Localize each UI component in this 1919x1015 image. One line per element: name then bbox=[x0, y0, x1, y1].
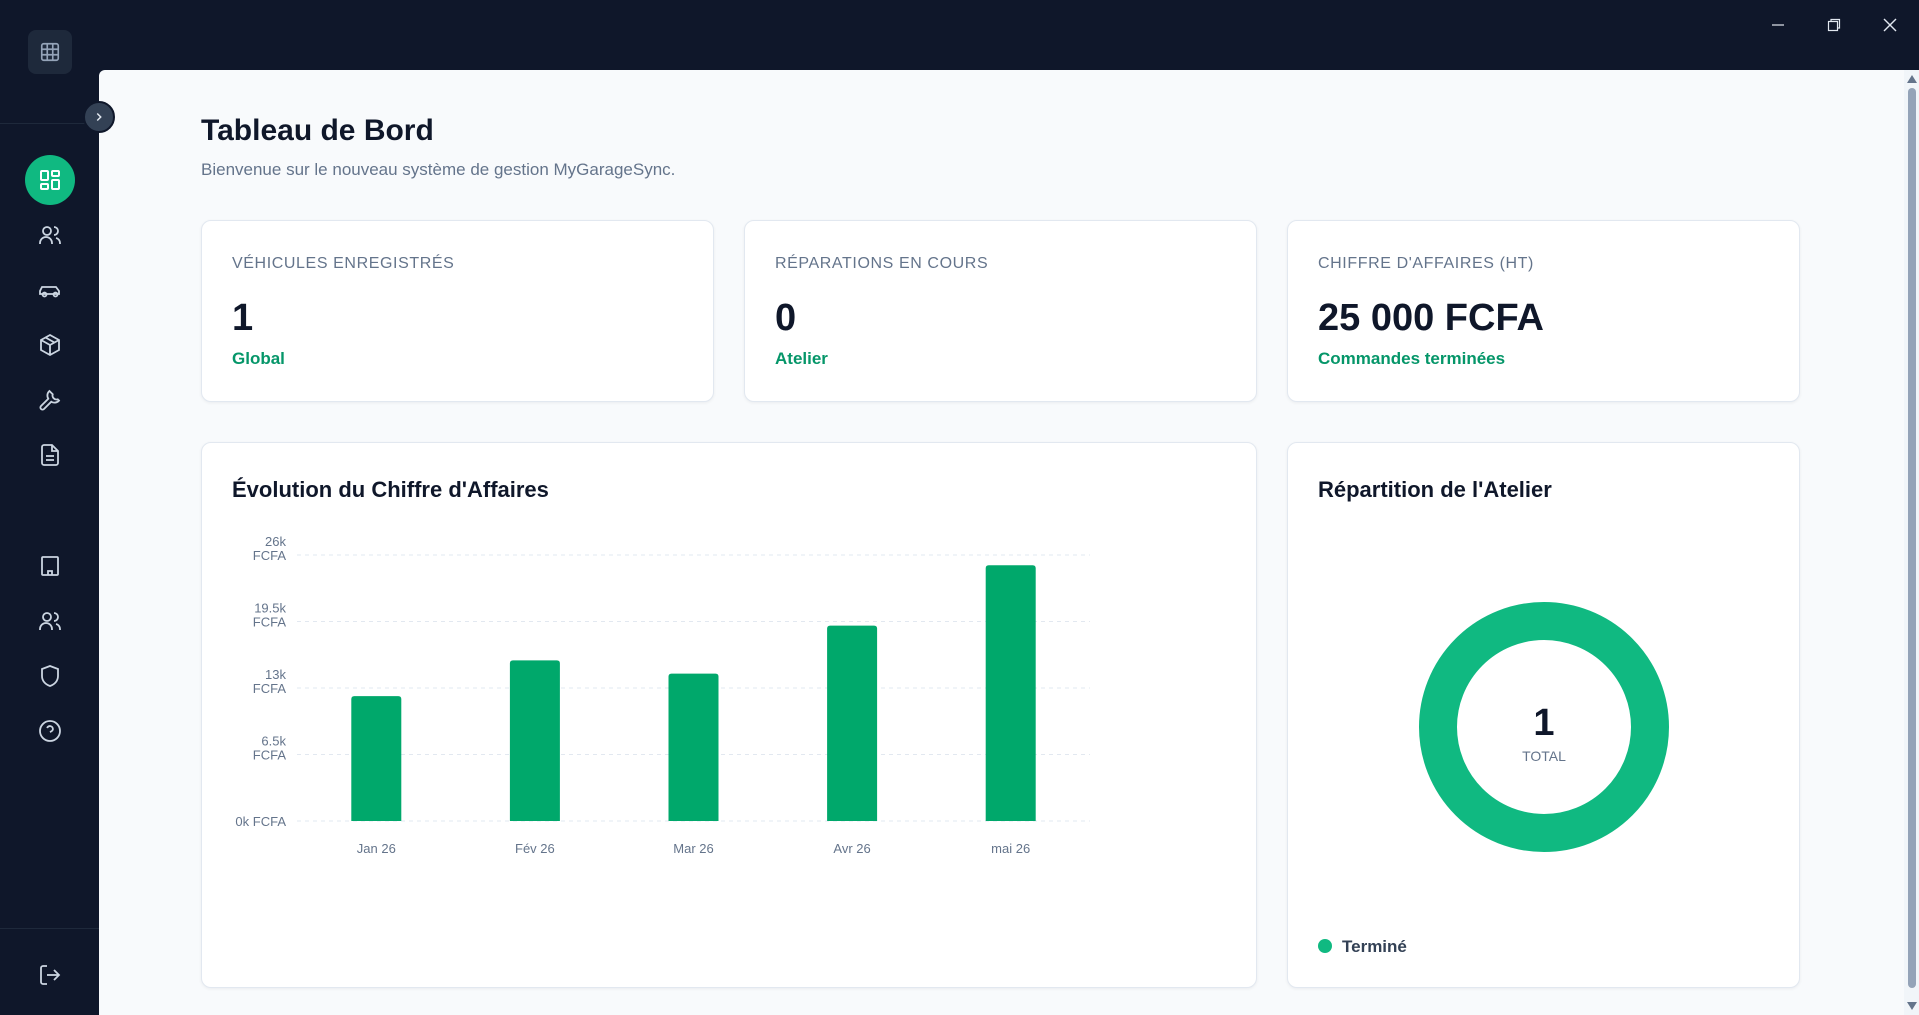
sidebar-item-help[interactable] bbox=[25, 706, 75, 756]
logout-button[interactable] bbox=[25, 950, 75, 1000]
page-title: Tableau de Bord bbox=[201, 114, 434, 147]
help-icon bbox=[39, 720, 61, 742]
stat-value: 25 000 FCFA bbox=[1318, 297, 1544, 339]
sidebar-item-dashboard[interactable] bbox=[25, 155, 75, 205]
y-tick-label: 13k FCFA bbox=[253, 667, 287, 696]
revenue-bar[interactable] bbox=[985, 565, 1036, 821]
users-icon bbox=[39, 226, 61, 244]
package-icon bbox=[40, 333, 60, 357]
restore-icon bbox=[1827, 18, 1841, 32]
x-tick-label: Fév 26 bbox=[515, 841, 555, 856]
stat-label: RÉPARATIONS EN COURS bbox=[775, 255, 989, 272]
sidebar-item-inventory[interactable] bbox=[25, 320, 75, 370]
y-tick-label: 6.5k FCFA bbox=[253, 734, 287, 763]
triangle-up-icon bbox=[1906, 75, 1917, 83]
sidebar-item-repairs[interactable] bbox=[25, 375, 75, 425]
stat-card-revenue[interactable]: CHIFFRE D'AFFAIRES (HT) 25 000 FCFA Comm… bbox=[1287, 220, 1800, 402]
revenue-bar-chart: 0k FCFA 6.5k FCFA 13k FCFA 19.5k FCFA 26k FCFA Ja… bbox=[235, 534, 1090, 856]
minimize-button[interactable] bbox=[1753, 10, 1803, 40]
stat-label: CHIFFRE D'AFFAIRES (HT) bbox=[1318, 255, 1534, 272]
y-tick-label: 26k FCFA bbox=[253, 534, 287, 563]
sidebar-item-security[interactable] bbox=[25, 651, 75, 701]
stat-caption: Global bbox=[232, 349, 285, 368]
shield-icon bbox=[41, 665, 59, 687]
sidebar-item-company[interactable] bbox=[25, 541, 75, 591]
scroll-down-arrow[interactable] bbox=[1904, 999, 1919, 1013]
legend-label[interactable]: Terminé bbox=[1342, 937, 1407, 956]
stat-card-vehicles[interactable]: VÉHICULES ENREGISTRÉS 1 Global bbox=[201, 220, 714, 402]
sidebar-item-staff[interactable] bbox=[25, 596, 75, 646]
logout-icon bbox=[40, 965, 61, 985]
team-icon bbox=[39, 612, 61, 630]
wrench-icon bbox=[39, 389, 61, 411]
restore-button[interactable] bbox=[1809, 10, 1859, 40]
x-tick-label: mai 26 bbox=[991, 841, 1030, 856]
x-tick-label: Jan 26 bbox=[357, 841, 396, 856]
donut-ring[interactable] bbox=[1419, 602, 1669, 852]
y-tick-label: 19.5k FCFA bbox=[253, 601, 287, 630]
grid-icon bbox=[40, 42, 60, 62]
donut-center-label: TOTAL bbox=[1522, 748, 1566, 764]
stat-value: 1 bbox=[232, 297, 254, 339]
close-button[interactable] bbox=[1865, 10, 1915, 40]
donut-center-value: 1 bbox=[1533, 702, 1554, 744]
chart-title: Répartition de l'Atelier bbox=[1318, 477, 1552, 502]
legend-dot bbox=[1318, 939, 1332, 953]
app-logo[interactable] bbox=[28, 30, 72, 74]
window-titlebar bbox=[99, 0, 1919, 70]
minimize-icon bbox=[1772, 24, 1784, 26]
y-tick-label: 0k FCFA bbox=[235, 814, 286, 829]
stat-caption: Atelier bbox=[775, 349, 828, 368]
sidebar-item-invoices[interactable] bbox=[25, 430, 75, 480]
revenue-bar[interactable] bbox=[668, 673, 719, 821]
sidebar-item-clients[interactable] bbox=[25, 210, 75, 260]
stat-label: VÉHICULES ENREGISTRÉS bbox=[232, 255, 455, 272]
triangle-down-icon bbox=[1906, 1002, 1917, 1010]
chevron-right-icon bbox=[96, 112, 102, 122]
revenue-chart-card: Évolution du Chiffre d'Affaires 0k FCFA 6… bbox=[201, 442, 1257, 988]
revenue-bar[interactable] bbox=[351, 696, 402, 821]
x-tick-label: Avr 26 bbox=[833, 841, 870, 856]
stat-card-repairs[interactable]: RÉPARATIONS EN COURS 0 Atelier bbox=[744, 220, 1257, 402]
document-icon bbox=[41, 444, 59, 466]
close-icon bbox=[1883, 18, 1897, 32]
x-tick-label: Mar 26 bbox=[673, 841, 713, 856]
building-icon bbox=[41, 556, 59, 576]
dashboard-main: Tableau de Bord Bienvenue sur le nouveau… bbox=[99, 70, 1904, 1015]
scroll-up-arrow[interactable] bbox=[1904, 72, 1919, 86]
car-icon bbox=[39, 286, 60, 298]
main-scrollbar[interactable] bbox=[1904, 70, 1919, 1015]
revenue-bar[interactable] bbox=[827, 625, 878, 821]
dashboard-icon bbox=[40, 170, 60, 190]
scroll-thumb[interactable] bbox=[1908, 88, 1916, 988]
workshop-donut-chart: 1 TOTAL bbox=[1419, 602, 1669, 852]
chart-title: Évolution du Chiffre d'Affaires bbox=[232, 477, 549, 502]
revenue-bar[interactable] bbox=[509, 660, 560, 821]
sidebar-collapse-button[interactable] bbox=[83, 101, 115, 133]
sidebar bbox=[0, 0, 99, 1015]
workshop-chart-card: Répartition de l'Atelier 1 TOTAL Terminé bbox=[1287, 442, 1800, 988]
page-subtitle: Bienvenue sur le nouveau système de gest… bbox=[201, 160, 676, 179]
stat-caption: Commandes terminées bbox=[1318, 349, 1506, 368]
sidebar-divider-bottom bbox=[0, 928, 99, 929]
sidebar-divider bbox=[0, 123, 99, 124]
sidebar-item-vehicles[interactable] bbox=[25, 265, 75, 315]
stat-value: 0 bbox=[775, 297, 797, 339]
